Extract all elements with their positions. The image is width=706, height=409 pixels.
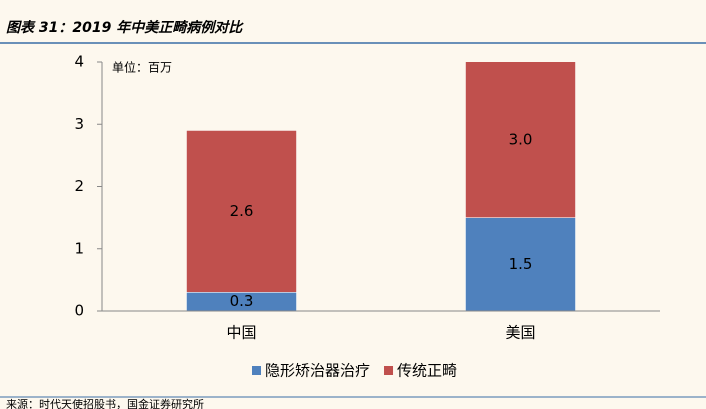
legend-label: 隐形矫治器治疗	[265, 362, 370, 380]
y-tick-label: 1	[74, 239, 84, 257]
unit-label: 单位：百万	[112, 60, 172, 75]
chart-title: 图表 31：2019 年中美正畸病例对比	[6, 19, 244, 36]
legend-swatch	[252, 366, 261, 375]
x-tick-label: 中国	[226, 324, 256, 342]
data-label: 0.3	[230, 292, 254, 310]
legend-swatch	[384, 366, 394, 375]
legend-label: 传统正畸	[397, 362, 457, 380]
y-tick-label: 0	[74, 302, 84, 320]
data-label: 2.6	[230, 202, 254, 220]
bar-segment	[465, 62, 576, 218]
data-label: 3.0	[509, 130, 533, 148]
data-label: 1.5	[509, 255, 533, 273]
y-tick-label: 3	[74, 115, 84, 133]
plot-area	[186, 62, 576, 312]
bar-segment	[465, 217, 576, 312]
y-tick-label: 2	[74, 177, 84, 195]
x-tick-label: 美国	[505, 324, 535, 342]
y-tick-label: 4	[74, 53, 84, 71]
source-note: 来源：时代天使招股书，国金证券研究所	[6, 397, 204, 409]
bar-segment	[186, 130, 297, 293]
